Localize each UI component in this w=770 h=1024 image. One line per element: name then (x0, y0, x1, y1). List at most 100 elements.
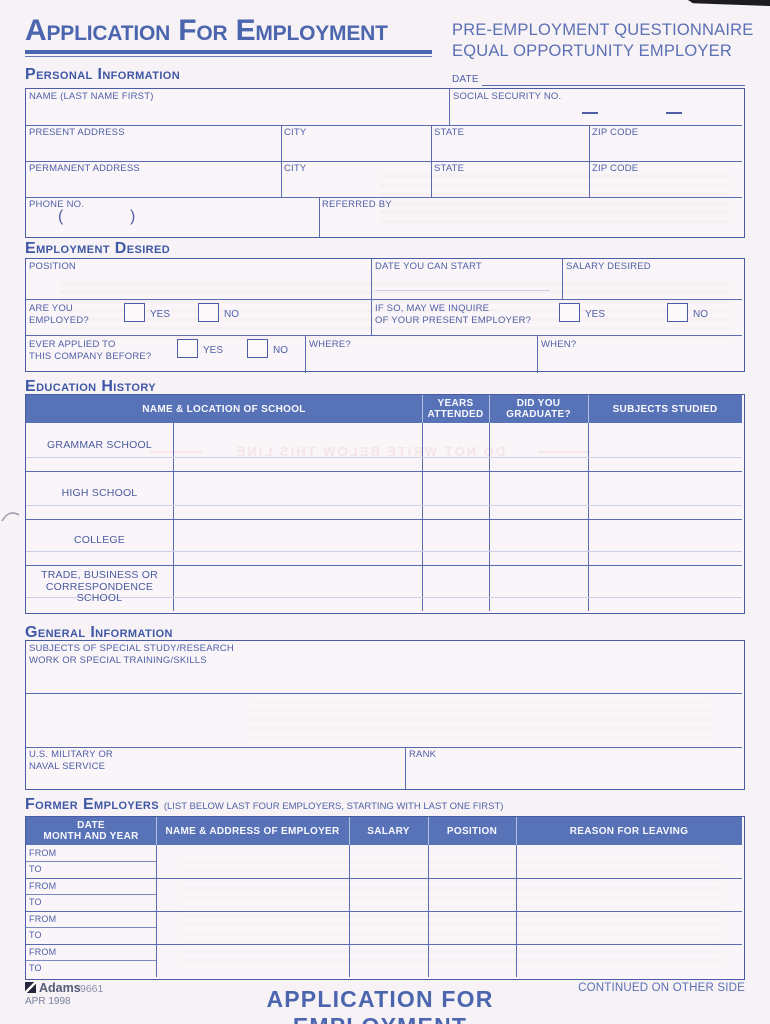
reason-field[interactable] (517, 846, 741, 877)
footer-title: APPLICATION FOR EMPLOYMENT (266, 986, 494, 1024)
general-information-heading: General Information (25, 624, 173, 641)
employer-field[interactable] (157, 912, 348, 943)
where-field-area[interactable] (309, 351, 535, 371)
ssn-field-area[interactable] (452, 102, 740, 124)
ssn-label: SOCIAL SECURITY NO. (453, 91, 562, 102)
education-input-cell[interactable] (174, 424, 421, 470)
row-label-high-school: HIGH SCHOOL (61, 487, 138, 499)
employers-header-bar: DATE MONTH AND YEAR NAME & ADDRESS OF EM… (26, 817, 742, 845)
phone-field-area[interactable] (28, 209, 317, 235)
position-field[interactable] (429, 846, 515, 877)
no-label: NO (273, 345, 288, 356)
reason-field[interactable] (517, 945, 741, 976)
from-label: FROM (29, 914, 57, 924)
education-input-cell[interactable] (174, 472, 421, 518)
from-to-divider (26, 960, 156, 962)
from-label: FROM (29, 848, 57, 858)
special-study-field-area[interactable] (28, 667, 740, 745)
general-information-table: SUBJECTS OF SPECIAL STUDY/RESEARCH WORK … (25, 640, 745, 790)
name-label: NAME (LAST NAME FIRST) (29, 91, 154, 102)
present-zip-field-area[interactable] (591, 138, 740, 160)
military-field-area[interactable] (28, 771, 403, 787)
former-employers-heading-text: Former Employers (25, 796, 159, 813)
position-field[interactable] (429, 945, 515, 976)
table-rule (26, 519, 742, 521)
inquire-yes-checkbox[interactable] (559, 303, 580, 322)
subtitle-line2: EQUAL OPPORTUNITY EMPLOYER (452, 42, 732, 60)
permanent-state-field-area[interactable] (433, 174, 587, 196)
table-rule (371, 259, 373, 299)
to-date-field[interactable] (54, 961, 154, 976)
education-input-cell[interactable] (589, 472, 741, 518)
table-rule (422, 395, 423, 423)
row-label-trade-school: TRADE, BUSINESS OR CORRESPONDENCE SCHOOL (41, 569, 158, 604)
education-input-cell[interactable] (423, 566, 488, 610)
title-underline-thick (25, 50, 432, 54)
to-label: TO (29, 930, 42, 940)
from-date-field[interactable] (54, 879, 154, 894)
education-input-cell[interactable] (423, 472, 488, 518)
present-state-field-area[interactable] (433, 138, 587, 160)
salary-field[interactable] (350, 879, 427, 910)
ssn-dash (582, 112, 598, 114)
permanent-city-field-area[interactable] (283, 174, 429, 196)
when-field-area[interactable] (541, 351, 740, 371)
salary-field[interactable] (350, 846, 427, 877)
date-fill-line[interactable] (482, 85, 745, 87)
table-rule (26, 911, 742, 913)
employment-desired-heading: Employment Desired (25, 240, 171, 257)
table-rule (26, 299, 742, 301)
col-employer-header: NAME & ADDRESS OF EMPLOYER (165, 826, 340, 837)
education-history-table: NAME & LOCATION OF SCHOOL YEARS ATTENDED… (25, 394, 745, 614)
education-input-cell[interactable] (589, 424, 741, 470)
salary-field-area[interactable] (564, 273, 740, 297)
present-city-field-area[interactable] (283, 138, 429, 160)
employed-no-checkbox[interactable] (198, 303, 219, 322)
table-rule (562, 259, 564, 299)
education-input-cell[interactable] (174, 566, 421, 610)
education-input-cell[interactable] (490, 472, 587, 518)
education-input-cell[interactable] (589, 520, 741, 564)
position-field-area[interactable] (28, 273, 368, 297)
salary-field[interactable] (350, 912, 427, 943)
education-input-cell[interactable] (174, 520, 421, 564)
to-date-field[interactable] (54, 895, 154, 910)
salary-field[interactable] (350, 945, 427, 976)
position-field[interactable] (429, 912, 515, 943)
inquire-no-checkbox[interactable] (667, 303, 688, 322)
zip-label: ZIP CODE (592, 163, 639, 174)
permanent-address-field-area[interactable] (28, 174, 278, 196)
position-field[interactable] (429, 879, 515, 910)
present-address-field-area[interactable] (28, 138, 278, 160)
employer-field[interactable] (157, 879, 348, 910)
education-input-cell[interactable] (423, 520, 488, 564)
date-start-field-area[interactable] (373, 273, 560, 297)
education-input-cell[interactable] (490, 520, 587, 564)
from-date-field[interactable] (54, 945, 154, 960)
phone-paren-close: ) (130, 208, 136, 225)
writing-line (26, 551, 742, 552)
applied-yes-checkbox[interactable] (177, 339, 198, 358)
applied-no-checkbox[interactable] (247, 339, 268, 358)
to-date-field[interactable] (54, 862, 154, 877)
employer-field[interactable] (157, 945, 348, 976)
education-input-cell[interactable] (423, 424, 488, 470)
reason-field[interactable] (517, 879, 741, 910)
education-input-cell[interactable] (490, 424, 587, 470)
phone-paren-open: ( (58, 208, 64, 225)
former-employers-heading: Former Employers (LIST BELOW LAST FOUR E… (25, 796, 503, 814)
employer-field[interactable] (157, 846, 348, 877)
education-input-cell[interactable] (490, 566, 587, 610)
to-date-field[interactable] (54, 928, 154, 943)
employed-yes-checkbox[interactable] (124, 303, 145, 322)
education-input-cell[interactable] (589, 566, 741, 610)
from-date-field[interactable] (54, 912, 154, 927)
referred-by-field-area[interactable] (322, 209, 740, 235)
state-label: STATE (434, 127, 465, 138)
writing-line (26, 597, 742, 598)
permanent-zip-field-area[interactable] (591, 174, 740, 196)
from-date-field[interactable] (54, 846, 154, 861)
rank-field-area[interactable] (408, 771, 740, 787)
reason-field[interactable] (517, 912, 741, 943)
name-field-area[interactable] (28, 102, 446, 124)
